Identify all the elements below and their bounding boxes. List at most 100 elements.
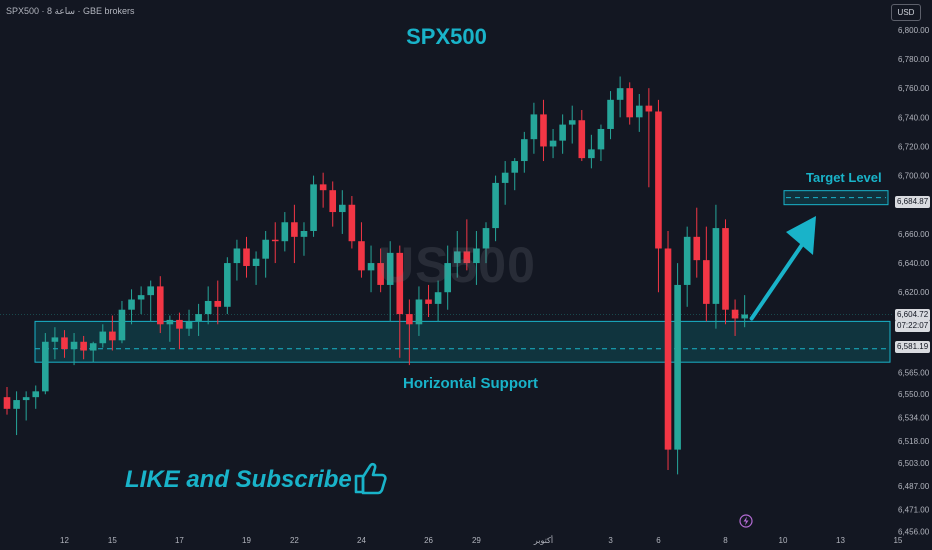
candle	[453, 231, 461, 278]
lightning-icon[interactable]	[739, 514, 753, 528]
candle	[348, 196, 356, 249]
candle-body	[655, 111, 662, 249]
candle	[329, 181, 337, 227]
candle-body	[329, 190, 337, 213]
candle-body	[693, 236, 701, 261]
candle-body	[415, 299, 423, 325]
candle-body	[70, 341, 78, 350]
candle-body	[703, 260, 710, 304]
candle-body	[588, 149, 595, 159]
x-axis-tick-label: 15	[108, 536, 117, 545]
candle-body	[147, 286, 154, 296]
candle	[32, 385, 40, 409]
x-axis-tick-label: 3	[608, 536, 613, 545]
candle-body	[434, 292, 442, 304]
countdown-tag: 07:22:07	[895, 320, 931, 332]
candle	[176, 312, 183, 350]
candle-body	[597, 128, 605, 150]
candle-body	[271, 239, 279, 242]
y-axis: 6,456.00 6,471.00 6,487.00 6,503.00 6,518.00…	[898, 26, 930, 536]
candle	[70, 333, 78, 366]
candle-body	[501, 172, 509, 183]
currency-button[interactable]: USD	[891, 4, 921, 21]
candle	[683, 226, 691, 307]
candle-body	[310, 184, 317, 232]
candle	[22, 391, 30, 421]
candle-body	[348, 204, 356, 242]
candle-body	[549, 140, 557, 147]
candle	[42, 333, 49, 395]
candle	[703, 226, 710, 322]
y-axis-tick-label: 6,760.00	[898, 84, 930, 93]
candle	[444, 245, 451, 310]
support-zone	[34, 320, 891, 363]
candle-body	[42, 341, 49, 392]
candle	[521, 131, 528, 173]
candle-body	[377, 263, 384, 285]
candle-body	[32, 391, 40, 398]
symbol-header[interactable]: SPX500 · 8 ساعة · GBE brokers	[6, 6, 135, 16]
target-label: Target Level	[806, 170, 882, 185]
target-price-tag: 6,684.87	[895, 196, 931, 208]
y-axis-tick-label: 6,800.00	[898, 26, 930, 35]
candle-body	[80, 341, 87, 351]
candle-body	[386, 252, 394, 285]
candles-layer	[3, 76, 748, 475]
candle-body	[607, 99, 614, 129]
candle-body	[396, 252, 404, 315]
y-axis-tick-label: 6,640.00	[898, 259, 930, 268]
candle-body	[683, 236, 691, 285]
candle-body	[616, 88, 624, 100]
candle-body	[109, 331, 116, 341]
x-axis-tick-label: 29	[472, 536, 481, 545]
candle-body	[741, 314, 748, 319]
candle-body	[166, 319, 174, 325]
candle	[559, 114, 566, 154]
x-axis-tick-label: 12	[60, 536, 69, 545]
candle	[271, 222, 279, 264]
y-axis-tick-label: 6,660.00	[898, 230, 930, 239]
candle-body	[128, 299, 135, 310]
candle	[386, 241, 394, 322]
candle	[291, 204, 298, 264]
candle	[434, 280, 442, 322]
candle-body	[712, 228, 720, 304]
x-axis-tick-label: 26	[424, 536, 433, 545]
y-axis-tick-label: 6,550.00	[898, 390, 930, 399]
y-axis-tick-label: 6,487.00	[898, 482, 930, 491]
candle-body	[118, 309, 126, 341]
candle-body	[233, 248, 241, 264]
support-zone-layer	[0, 314, 893, 363]
current-price-tag: 6,604.72	[895, 309, 931, 321]
candle	[233, 239, 241, 281]
candle	[741, 295, 748, 328]
candle	[118, 300, 126, 344]
candle	[156, 276, 164, 334]
candle	[3, 386, 11, 415]
candle-body	[425, 299, 432, 304]
candle	[147, 280, 154, 322]
candle-body	[492, 182, 499, 229]
candle-body	[3, 397, 11, 409]
candle-body	[204, 300, 212, 315]
candle-body	[224, 263, 231, 307]
candle-body	[635, 105, 643, 118]
candle-body	[444, 263, 451, 293]
x-axis: 1215171922242629أكتوبر3681013151720	[60, 534, 903, 545]
candle-body	[185, 321, 193, 329]
candle-body	[521, 139, 528, 162]
candle	[89, 341, 97, 363]
candle-body	[13, 400, 20, 409]
candle	[482, 222, 490, 264]
candle-body	[137, 295, 145, 300]
candle	[549, 128, 557, 159]
candle	[597, 124, 605, 162]
x-axis-tick-label: أكتوبر	[533, 534, 553, 545]
candle-body	[319, 184, 327, 191]
candle-body	[156, 286, 164, 325]
candle	[492, 175, 499, 242]
y-axis-tick-label: 6,700.00	[898, 172, 930, 181]
candle	[252, 251, 260, 285]
